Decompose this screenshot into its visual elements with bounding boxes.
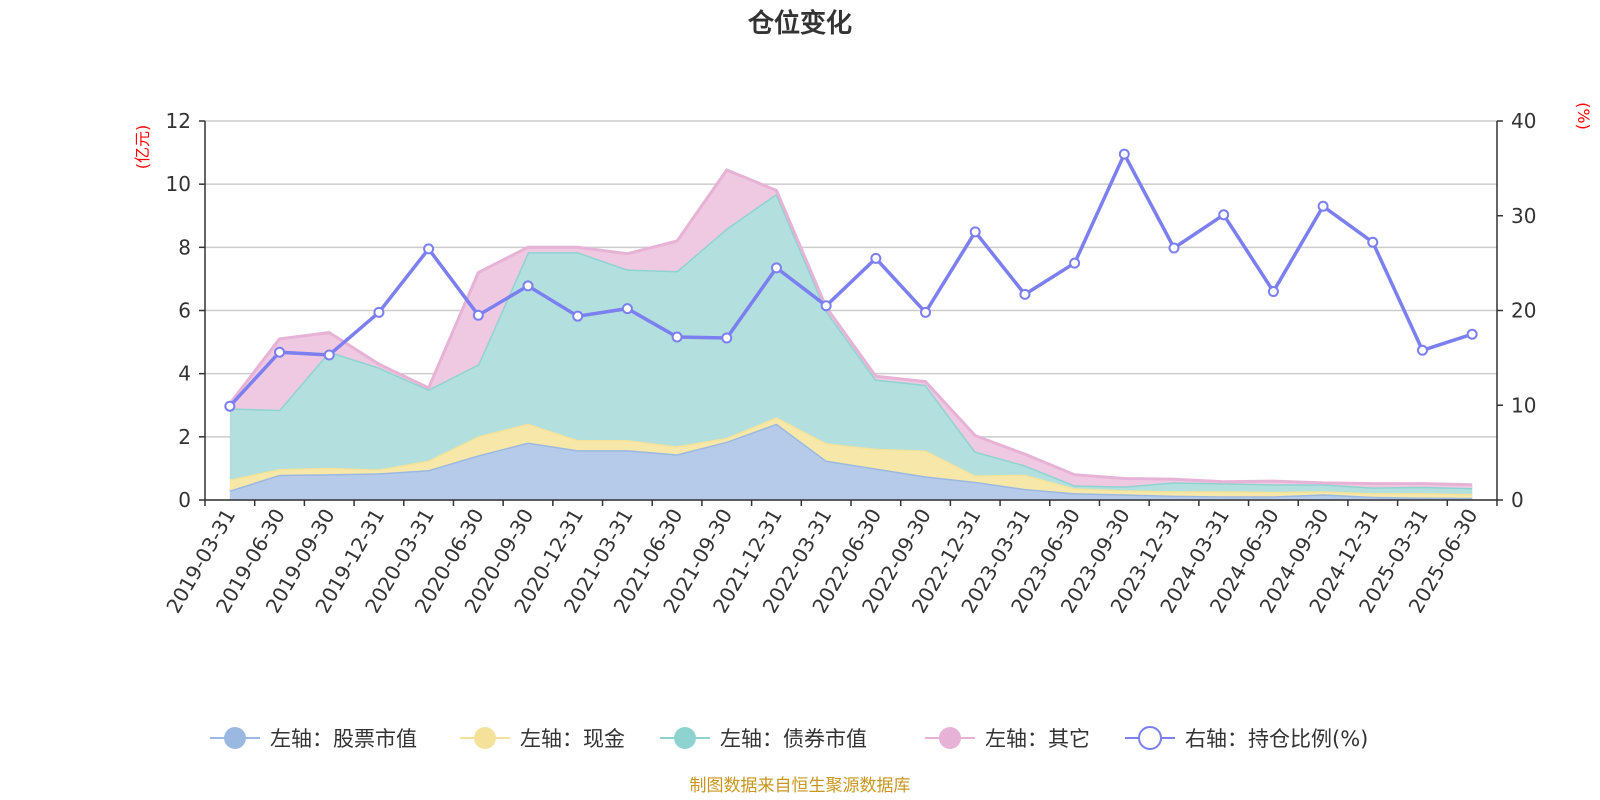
stacked-areas [228,168,1473,500]
legend-marker-0 [224,727,246,749]
ratio-point-15 [969,226,981,238]
area-edge-3 [228,168,1473,487]
ratio-point-11 [770,262,782,274]
legend[interactable]: 左轴：股票市值 左轴：现金 左轴：债券市值 左轴：其它 右轴：持仓比例(%) [210,726,1368,751]
ratio-point-3 [373,306,385,318]
ratio-point-16 [1019,288,1031,300]
left-tick-label-0: 0 [178,488,191,512]
ratio-point-8 [621,303,633,315]
left-tick-label-1: 2 [178,425,191,449]
ratio-point-1 [274,346,286,358]
ratio-point-24 [1416,344,1428,356]
left-tick-label-2: 4 [178,362,191,386]
legend-marker-4 [1138,726,1162,750]
legend-label-1: 左轴：现金 [520,727,625,751]
legend-marker-3 [939,727,961,749]
legend-item-1[interactable]: 左轴：现金 [460,727,625,751]
legend-label-3: 左轴：其它 [985,727,1090,751]
ratio-point-18 [1118,148,1130,160]
ratio-point-19 [1168,242,1180,254]
ratio-point-12 [820,300,832,312]
ratio-point-21 [1267,286,1279,298]
right-tick-label-4: 40 [1511,109,1536,133]
right-tick-label-3: 30 [1511,204,1536,228]
ratio-point-25 [1466,328,1478,340]
ratio-point-0 [224,400,236,412]
legend-marker-2 [674,727,696,749]
ratio-point-23 [1367,236,1379,248]
ratio-point-4 [423,243,435,255]
ratio-point-13 [870,252,882,264]
legend-item-4[interactable]: 右轴：持仓比例(%) [1125,726,1368,751]
ratio-point-6 [522,280,534,292]
left-tick-label-5: 10 [166,172,191,196]
legend-label-4: 右轴：持仓比例(%) [1185,727,1368,751]
ratio-point-5 [472,309,484,321]
ratio-point-7 [572,310,584,322]
source-note: 制图数据来自恒生聚源数据库 [690,776,911,796]
left-tick-label-6: 12 [166,109,191,133]
ratio-point-20 [1218,209,1230,221]
left-tick-label-4: 8 [178,235,191,259]
area-2 [229,193,1473,494]
ratio-point-9 [671,331,683,343]
ratio-point-2 [323,349,335,361]
ratio-line [228,150,1473,408]
legend-label-0: 左轴：股票市值 [270,727,417,751]
left-tick-label-3: 6 [178,299,191,323]
right-tick-label-0: 0 [1511,488,1524,512]
ratio-point-22 [1317,200,1329,212]
chart-title: 仓位变化 [747,8,852,39]
legend-item-2[interactable]: 左轴：债券市值 [660,727,867,751]
left-axis-unit: (亿元) [133,125,152,170]
ratio-point-10 [721,332,733,344]
right-tick-label-2: 20 [1511,299,1536,323]
area-edge-1 [229,415,1473,496]
right-axis-unit: (%) [1574,102,1593,130]
ratio-point-17 [1069,257,1081,269]
ratio-line-series [224,148,1478,412]
right-tick-label-1: 10 [1511,393,1536,417]
ratio-point-14 [920,306,932,318]
legend-label-2: 左轴：债券市值 [720,727,867,751]
area-1 [229,417,1473,498]
legend-marker-1 [474,727,496,749]
area-3 [229,170,1473,488]
legend-item-0[interactable]: 左轴：股票市值 [210,727,417,751]
legend-item-3[interactable]: 左轴：其它 [925,727,1090,751]
area-0 [229,423,1473,500]
